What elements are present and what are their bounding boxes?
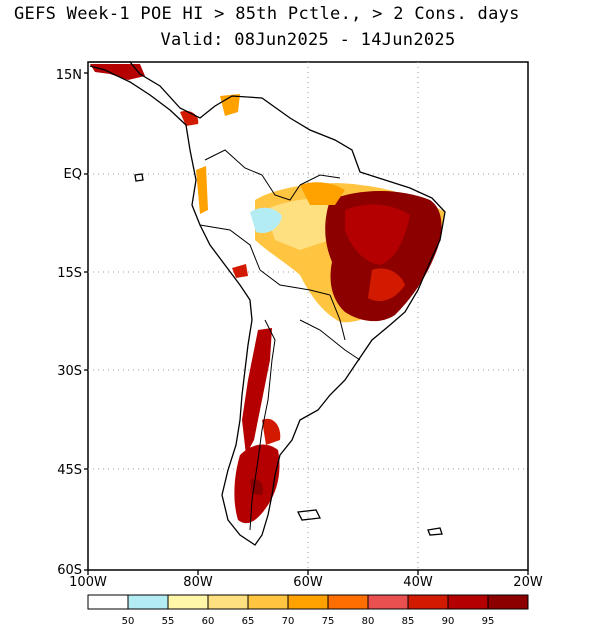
colorbar-swatch — [87, 594, 129, 610]
colorbar-label: 60 — [202, 616, 215, 627]
probability-shading — [90, 64, 445, 524]
colorbar-label: 65 — [242, 616, 255, 627]
y-tick-label: 15S — [57, 266, 82, 281]
colorbar-swatch — [367, 594, 409, 610]
x-axis-labels: 100W 80W 60W 40W 20W — [69, 575, 543, 590]
colorbar-swatch — [167, 594, 209, 610]
y-axis-labels: 15N EQ 15S 30S 45S 60S — [56, 68, 82, 578]
colorbar-swatch — [207, 594, 249, 610]
colorbar-label: 70 — [282, 616, 295, 627]
colorbar-swatch — [327, 594, 369, 610]
x-tick-label: 100W — [69, 575, 107, 590]
colorbar-label: 85 — [402, 616, 415, 627]
colorbar-label: 80 — [362, 616, 375, 627]
x-axis-ticks — [87, 570, 529, 575]
colorbar-label: 75 — [322, 616, 335, 627]
country-borders — [199, 149, 361, 531]
y-tick-label: EQ — [64, 167, 82, 182]
colorbar-label: 90 — [442, 616, 455, 627]
y-tick-label: 30S — [57, 364, 82, 379]
colorbar-swatch — [407, 594, 449, 610]
map-frame — [87, 61, 529, 571]
x-tick-label: 60W — [293, 575, 323, 590]
colorbar: 50 55 60 65 70 75 80 85 90 95 — [87, 594, 529, 627]
y-tick-label: 60S — [57, 563, 82, 578]
colorbar-swatch — [247, 594, 289, 610]
colorbar-swatch — [127, 594, 169, 610]
y-tick-label: 45S — [57, 463, 82, 478]
colorbar-label: 55 — [162, 616, 175, 627]
x-tick-label: 80W — [183, 575, 213, 590]
colorbar-swatch — [287, 594, 329, 610]
map-title-line-1: GEFS Week-1 POE HI > 85th Pctle., > 2 Co… — [14, 4, 520, 24]
colorbar-swatch — [447, 594, 489, 610]
coastlines — [89, 61, 446, 546]
colorbar-label: 95 — [482, 616, 495, 627]
map-title-line-2: Valid: 08Jun2025 - 14Jun2025 — [160, 30, 456, 50]
y-axis-ticks — [84, 72, 88, 571]
x-tick-label: 40W — [403, 575, 433, 590]
colorbar-label: 50 — [122, 616, 135, 627]
y-tick-label: 15N — [56, 68, 82, 83]
colorbar-swatch — [487, 594, 529, 610]
x-tick-label: 20W — [513, 575, 543, 590]
